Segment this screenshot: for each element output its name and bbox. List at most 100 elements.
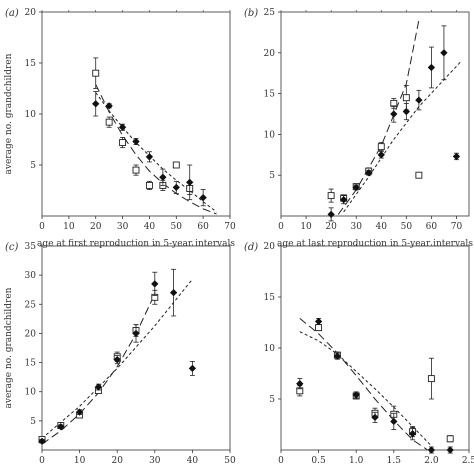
data-point-diamond <box>172 183 181 192</box>
x-tick-label: 30 <box>149 456 161 466</box>
x-tick-label: 10 <box>63 222 75 232</box>
x-tick-label: 0 <box>278 456 284 466</box>
data-point-diamond <box>364 168 373 177</box>
chart-panel-2: 0 10 20 30 40 50 60 70 5 10 15 20 25 age at last repr… <box>244 8 473 249</box>
x-axis-label: age at first reproduction in 5-year inte… <box>37 239 235 249</box>
y-tick-label: 35 <box>25 242 37 252</box>
data-point-square <box>427 375 435 383</box>
y-tick-label: 15 <box>25 59 37 69</box>
data-point-diamond <box>296 379 304 388</box>
x-tick-label: 10 <box>300 222 312 232</box>
y-tick-label: 20 <box>264 242 276 252</box>
data-point-diamond <box>352 183 360 192</box>
y-tick-label: 5 <box>30 417 36 427</box>
data-point-diamond <box>113 355 121 364</box>
x-tick-label: 1.5 <box>387 456 402 466</box>
data-point-diamond <box>105 102 113 110</box>
data-point-diamond <box>169 288 178 297</box>
x-tick-label: 50 <box>401 222 413 232</box>
data-point-diamond <box>57 422 65 431</box>
y-tick-label: 5 <box>30 161 36 171</box>
plot-area <box>299 318 432 450</box>
y-tick-label: 20 <box>264 49 276 59</box>
data-point-square <box>145 181 153 189</box>
chart-panel-1: 0 10 20 30 40 50 60 70 5 10 15 20 age at first repro… <box>4 8 236 249</box>
x-tick-label: 70 <box>451 222 463 232</box>
x-tick-label: 20 <box>90 222 102 232</box>
y-tick-label: 10 <box>25 388 37 398</box>
plot-area <box>336 20 462 216</box>
data-point-diamond <box>339 195 348 204</box>
data-point-diamond <box>94 383 103 391</box>
data-point-diamond <box>118 123 127 132</box>
data-point-diamond <box>452 152 461 161</box>
data-point-diamond <box>415 96 423 104</box>
x-axis-label: age at last reproduction in 5-year inter… <box>277 239 473 249</box>
y-tick-label: 10 <box>25 110 37 120</box>
y-tick-label: 10 <box>264 344 276 354</box>
x-tick-label: 0 <box>278 222 284 232</box>
data-point-diamond <box>377 151 386 159</box>
data-point-diamond <box>371 413 379 422</box>
panel-label: (a) <box>5 8 19 19</box>
panel-label: (c) <box>5 242 19 253</box>
y-axis-label: average no. grandchildren <box>4 287 14 408</box>
fit-line-long-dash <box>299 318 428 450</box>
y-tick-label: 25 <box>264 8 276 18</box>
panel-label: (d) <box>244 242 258 253</box>
data-point-square <box>377 143 385 151</box>
y-tick-label: 5 <box>269 171 275 181</box>
fit-line-long-dash <box>42 293 156 445</box>
y-axis-label: average no. grandchildren <box>4 53 14 174</box>
data-point-square <box>132 166 140 174</box>
y-tick-label: 15 <box>264 293 276 303</box>
plot-frame <box>41 11 231 217</box>
data-point-diamond <box>427 446 436 454</box>
data-point-diamond <box>38 437 46 446</box>
data-point-square <box>105 118 113 126</box>
data-point-diamond <box>132 137 140 146</box>
data-point-diamond <box>199 193 207 202</box>
fit-line-long-dash <box>336 20 420 216</box>
data-point-diamond <box>446 446 454 454</box>
data-point-diamond <box>408 429 417 438</box>
data-point-diamond <box>390 417 398 426</box>
data-point-square <box>415 171 423 179</box>
y-tick-label: 25 <box>25 300 37 310</box>
x-tick-label: 60 <box>426 222 438 232</box>
plot-frame <box>280 11 470 217</box>
fit-line-short-dash <box>343 60 462 213</box>
fit-line-short-dash <box>299 331 432 447</box>
data-point-diamond <box>390 110 398 118</box>
data-point-square <box>446 435 454 443</box>
panel-label: (b) <box>244 8 258 19</box>
data-point-diamond <box>145 153 154 161</box>
data-point-square <box>172 161 180 169</box>
x-tick-label: 0 <box>39 456 45 466</box>
x-tick-label: 2.5 <box>462 456 474 466</box>
data-point-diamond <box>402 107 411 116</box>
x-tick-label: 40 <box>187 456 199 466</box>
data-point-square <box>315 324 323 332</box>
x-tick-label: 40 <box>144 222 156 232</box>
chart-panel-4: 00.51.01.52.02.55101520reproductive rate… <box>244 242 474 466</box>
data-point-diamond <box>151 280 159 288</box>
x-tick-label: 20 <box>111 456 123 466</box>
x-tick-label: 0 <box>39 222 45 232</box>
fit-line-short-dash <box>95 92 217 213</box>
chart-panel-3: 010203040505101520253035reproductive lif… <box>4 242 236 466</box>
x-tick-label: 50 <box>224 456 236 466</box>
data-point-diamond <box>188 364 197 373</box>
y-tick-label: 15 <box>25 359 37 369</box>
y-tick-label: 30 <box>25 271 37 281</box>
data-point-square <box>402 94 410 102</box>
x-tick-label: 30 <box>117 222 129 232</box>
data-point-square <box>92 69 100 77</box>
data-point-square <box>119 139 127 147</box>
data-point-diamond <box>352 391 360 399</box>
x-tick-label: 0.5 <box>311 456 326 466</box>
x-tick-label: 20 <box>325 222 337 232</box>
x-tick-label: 70 <box>224 222 236 232</box>
y-tick-label: 15 <box>264 90 276 100</box>
